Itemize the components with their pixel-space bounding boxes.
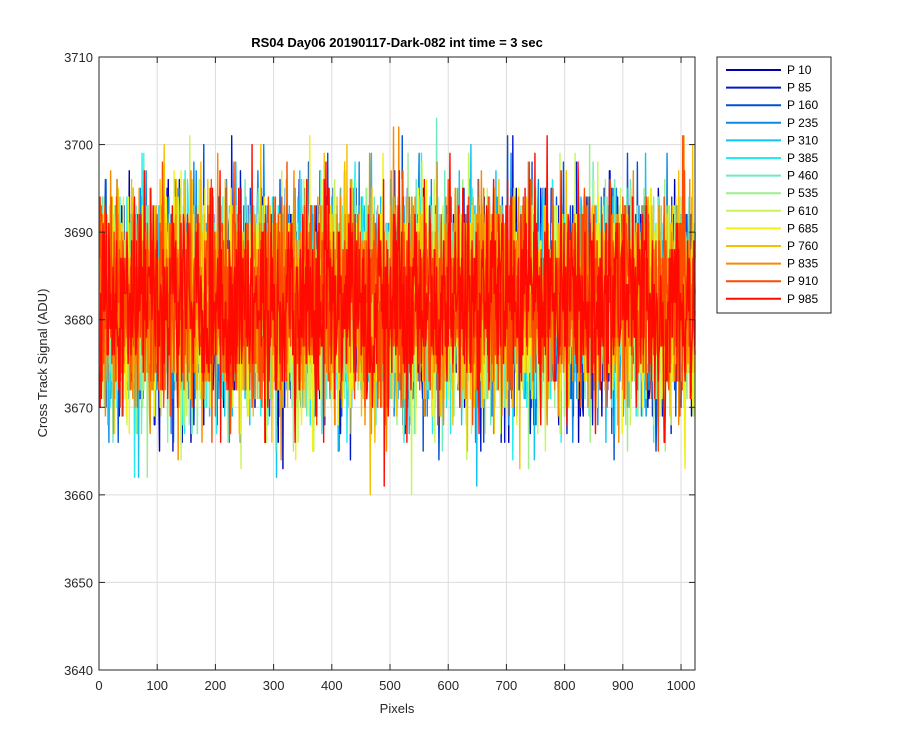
y-tick-label: 3670 — [64, 400, 93, 415]
x-tick-labels: 0 100 200 300 400 500 600 700 800 900 1000 — [95, 678, 695, 693]
chart-title: RS04 Day06 20190117-Dark-082 int time = … — [251, 35, 543, 50]
legend-label: P 910 — [787, 274, 818, 288]
legend-label: P 835 — [787, 257, 818, 271]
y-tick-label: 3680 — [64, 313, 93, 328]
x-tick-label: 600 — [437, 678, 459, 693]
y-tick-label: 3650 — [64, 575, 93, 590]
legend-label: P 460 — [787, 169, 818, 183]
y-tick-label: 3640 — [64, 663, 93, 678]
x-tick-label: 1000 — [667, 678, 696, 693]
y-tick-label: 3660 — [64, 488, 93, 503]
legend-label: P 985 — [787, 292, 818, 306]
legend: P 10 P 85 P 160 P 235 P 310 P 385 P 460 P 535 P … — [716, 56, 832, 314]
x-tick-label: 500 — [379, 678, 401, 693]
legend-label: P 85 — [787, 81, 812, 95]
y-tick-label: 3690 — [64, 225, 93, 240]
x-tick-label: 100 — [146, 678, 168, 693]
y-tick-label: 3700 — [64, 138, 93, 153]
series-lines — [98, 117, 696, 496]
x-tick-label: 900 — [612, 678, 634, 693]
x-axis-label: Pixels — [380, 701, 415, 716]
y-tick-label: 3710 — [64, 50, 93, 65]
x-tick-label: 200 — [205, 678, 227, 693]
legend-label: P 235 — [787, 116, 818, 130]
x-tick-label: 700 — [496, 678, 518, 693]
series-line — [98, 135, 696, 487]
legend-label: P 10 — [787, 63, 812, 77]
legend-label: P 610 — [787, 204, 818, 218]
x-tick-label: 800 — [554, 678, 576, 693]
legend-label: P 160 — [787, 98, 818, 112]
legend-label: P 685 — [787, 221, 818, 235]
legend-label: P 310 — [787, 133, 818, 147]
legend-box — [716, 56, 832, 314]
x-tick-label: 400 — [321, 678, 343, 693]
legend-label: P 385 — [787, 151, 818, 165]
y-axis-label: Cross Track Signal (ADU) — [35, 289, 50, 438]
plot-box — [98, 56, 696, 671]
legend-label: P 535 — [787, 186, 818, 200]
legend-label: P 760 — [787, 239, 818, 253]
ticks — [98, 56, 695, 671]
x-tick-label: 300 — [263, 678, 285, 693]
x-tick-label: 0 — [95, 678, 102, 693]
y-tick-labels: 3640 3650 3660 3670 3680 3690 3700 3710 — [64, 50, 93, 678]
